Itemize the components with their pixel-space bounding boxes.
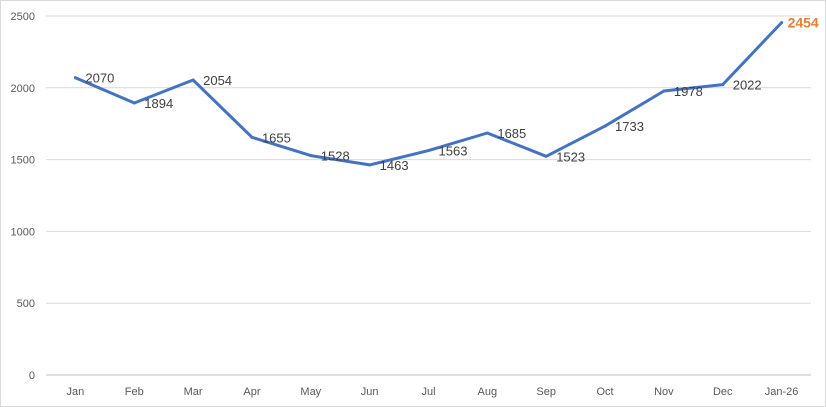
y-tick-label: 1000 <box>11 226 35 238</box>
gridlines <box>46 15 811 376</box>
data-point <box>250 135 254 139</box>
y-tick-label: 500 <box>17 298 35 310</box>
x-tick-label: Dec <box>713 386 733 398</box>
series <box>73 21 784 167</box>
x-tick-label: Sep <box>536 386 556 398</box>
data-point <box>309 154 313 158</box>
x-tick-label: Mar <box>184 386 203 398</box>
y-tick-label: 2000 <box>11 83 35 95</box>
data-label: 1733 <box>615 119 644 134</box>
y-tick-label: 2500 <box>11 11 35 23</box>
data-point <box>603 124 607 128</box>
x-tick-label: Jan-26 <box>765 386 799 398</box>
data-label: 1463 <box>380 158 409 173</box>
data-label: 2022 <box>733 78 762 93</box>
x-tick-label: Oct <box>596 386 613 398</box>
data-point <box>73 76 77 80</box>
x-tick-label: May <box>300 386 321 398</box>
y-axis-ticks: 0 500 1000 1500 2000 2500 <box>11 11 35 382</box>
y-tick-label: 0 <box>29 370 35 382</box>
x-tick-label: Apr <box>243 386 260 398</box>
x-tick-label: Jul <box>421 386 435 398</box>
data-label: 1655 <box>262 130 291 145</box>
data-label-highlight: 2454 <box>788 15 819 31</box>
x-tick-label: Aug <box>478 386 498 398</box>
data-point <box>427 149 430 153</box>
data-label: 1894 <box>144 96 173 111</box>
data-labels: 2070 1894 2054 1655 1528 1463 1563 1685 1523 1733… <box>85 15 819 173</box>
data-label: 1528 <box>321 149 350 164</box>
x-tick-label: Nov <box>654 386 674 398</box>
data-point <box>780 21 784 25</box>
x-axis-ticks: Jan Feb Mar Apr May Jun Jul Aug Sep Oct Nov Dec Jan-… <box>67 386 799 398</box>
data-label: 2070 <box>85 71 114 86</box>
data-label: 1563 <box>439 144 468 159</box>
y-tick-label: 1500 <box>11 155 35 167</box>
x-tick-label: Feb <box>125 386 144 398</box>
data-point <box>191 78 195 82</box>
data-label: 1978 <box>674 84 703 99</box>
data-point <box>485 131 489 135</box>
data-point <box>662 89 666 93</box>
x-tick-label: Jun <box>361 386 379 398</box>
x-tick-label: Jan <box>67 386 85 398</box>
data-label: 1523 <box>556 149 585 164</box>
data-label: 2054 <box>203 73 232 88</box>
data-label: 1685 <box>497 126 526 141</box>
data-point <box>544 154 548 158</box>
data-point <box>132 101 136 105</box>
data-point <box>368 163 372 167</box>
data-point <box>721 83 725 87</box>
